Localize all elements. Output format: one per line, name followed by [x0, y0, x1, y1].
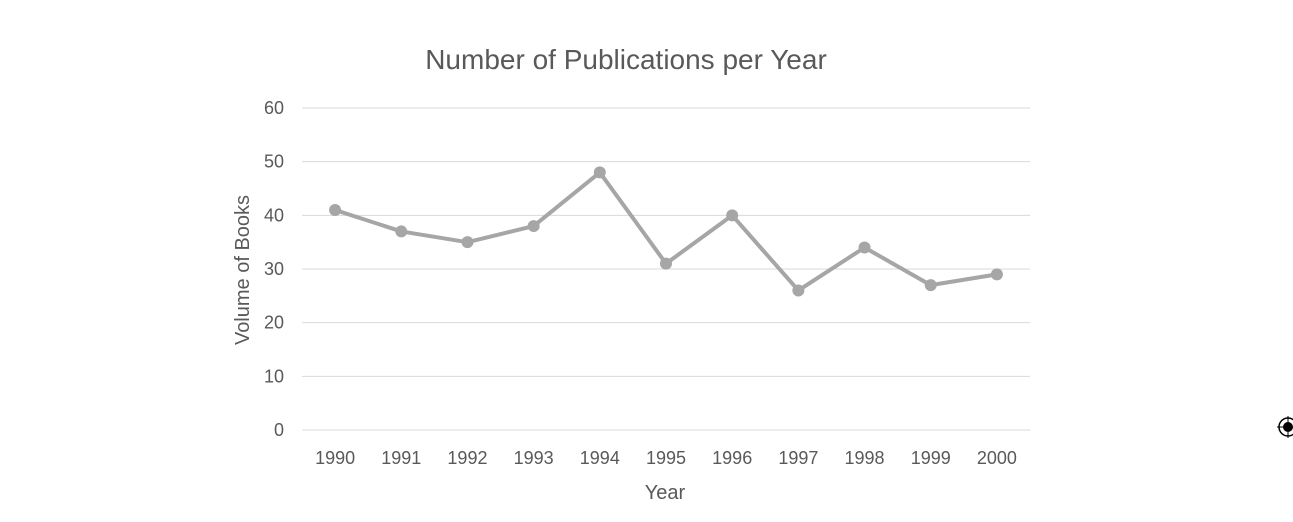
- data-point-1996: [726, 209, 739, 222]
- y-tick-label: 20: [264, 313, 284, 333]
- y-tick-label: 60: [264, 98, 284, 118]
- x-tick-label: 1998: [845, 448, 885, 468]
- x-tick-label: 1997: [778, 448, 818, 468]
- gridlines: [302, 107, 1030, 431]
- x-tick-label: 1993: [514, 448, 554, 468]
- data-point-1991: [395, 225, 408, 238]
- data-point-1995: [660, 257, 672, 270]
- data-point-1990: [329, 203, 342, 216]
- y-tick-label: 40: [264, 205, 284, 225]
- data-point-2000: [990, 268, 1003, 281]
- y-tick-label: 10: [264, 366, 284, 386]
- x-tick-label: 1991: [381, 448, 421, 468]
- series-group: [329, 166, 1003, 297]
- object-anchor-handle-icon[interactable]: [1276, 412, 1293, 442]
- chart-title: Number of Publications per Year: [425, 44, 827, 75]
- x-axis-ticks: 1990 1991 1992 1993 1994 1995 1996 1997 1998 1999…: [315, 448, 1017, 468]
- x-tick-label: 1990: [315, 448, 355, 468]
- y-tick-label: 30: [264, 259, 284, 279]
- x-tick-label: 2000: [977, 448, 1017, 468]
- data-point-1999: [924, 279, 937, 292]
- data-point-1992: [461, 236, 474, 249]
- x-tick-label: 1995: [646, 448, 686, 468]
- y-axis-title: Volume of Books: [232, 195, 254, 345]
- data-point-1994: [593, 166, 606, 179]
- x-tick-label: 1996: [712, 448, 752, 468]
- x-tick-label: 1994: [580, 448, 620, 468]
- x-tick-label: 1992: [447, 448, 487, 468]
- y-tick-label: 50: [264, 152, 284, 172]
- x-tick-label: 1999: [911, 448, 951, 468]
- series-line: [333, 170, 999, 293]
- x-axis-title: Year: [645, 482, 686, 504]
- data-point-1998: [858, 241, 871, 254]
- data-point-1993: [527, 220, 540, 233]
- y-tick-label: 0: [274, 420, 284, 440]
- data-point-1997: [792, 284, 805, 297]
- y-axis-ticks: 0 10 20 30 40 50 60: [264, 98, 284, 440]
